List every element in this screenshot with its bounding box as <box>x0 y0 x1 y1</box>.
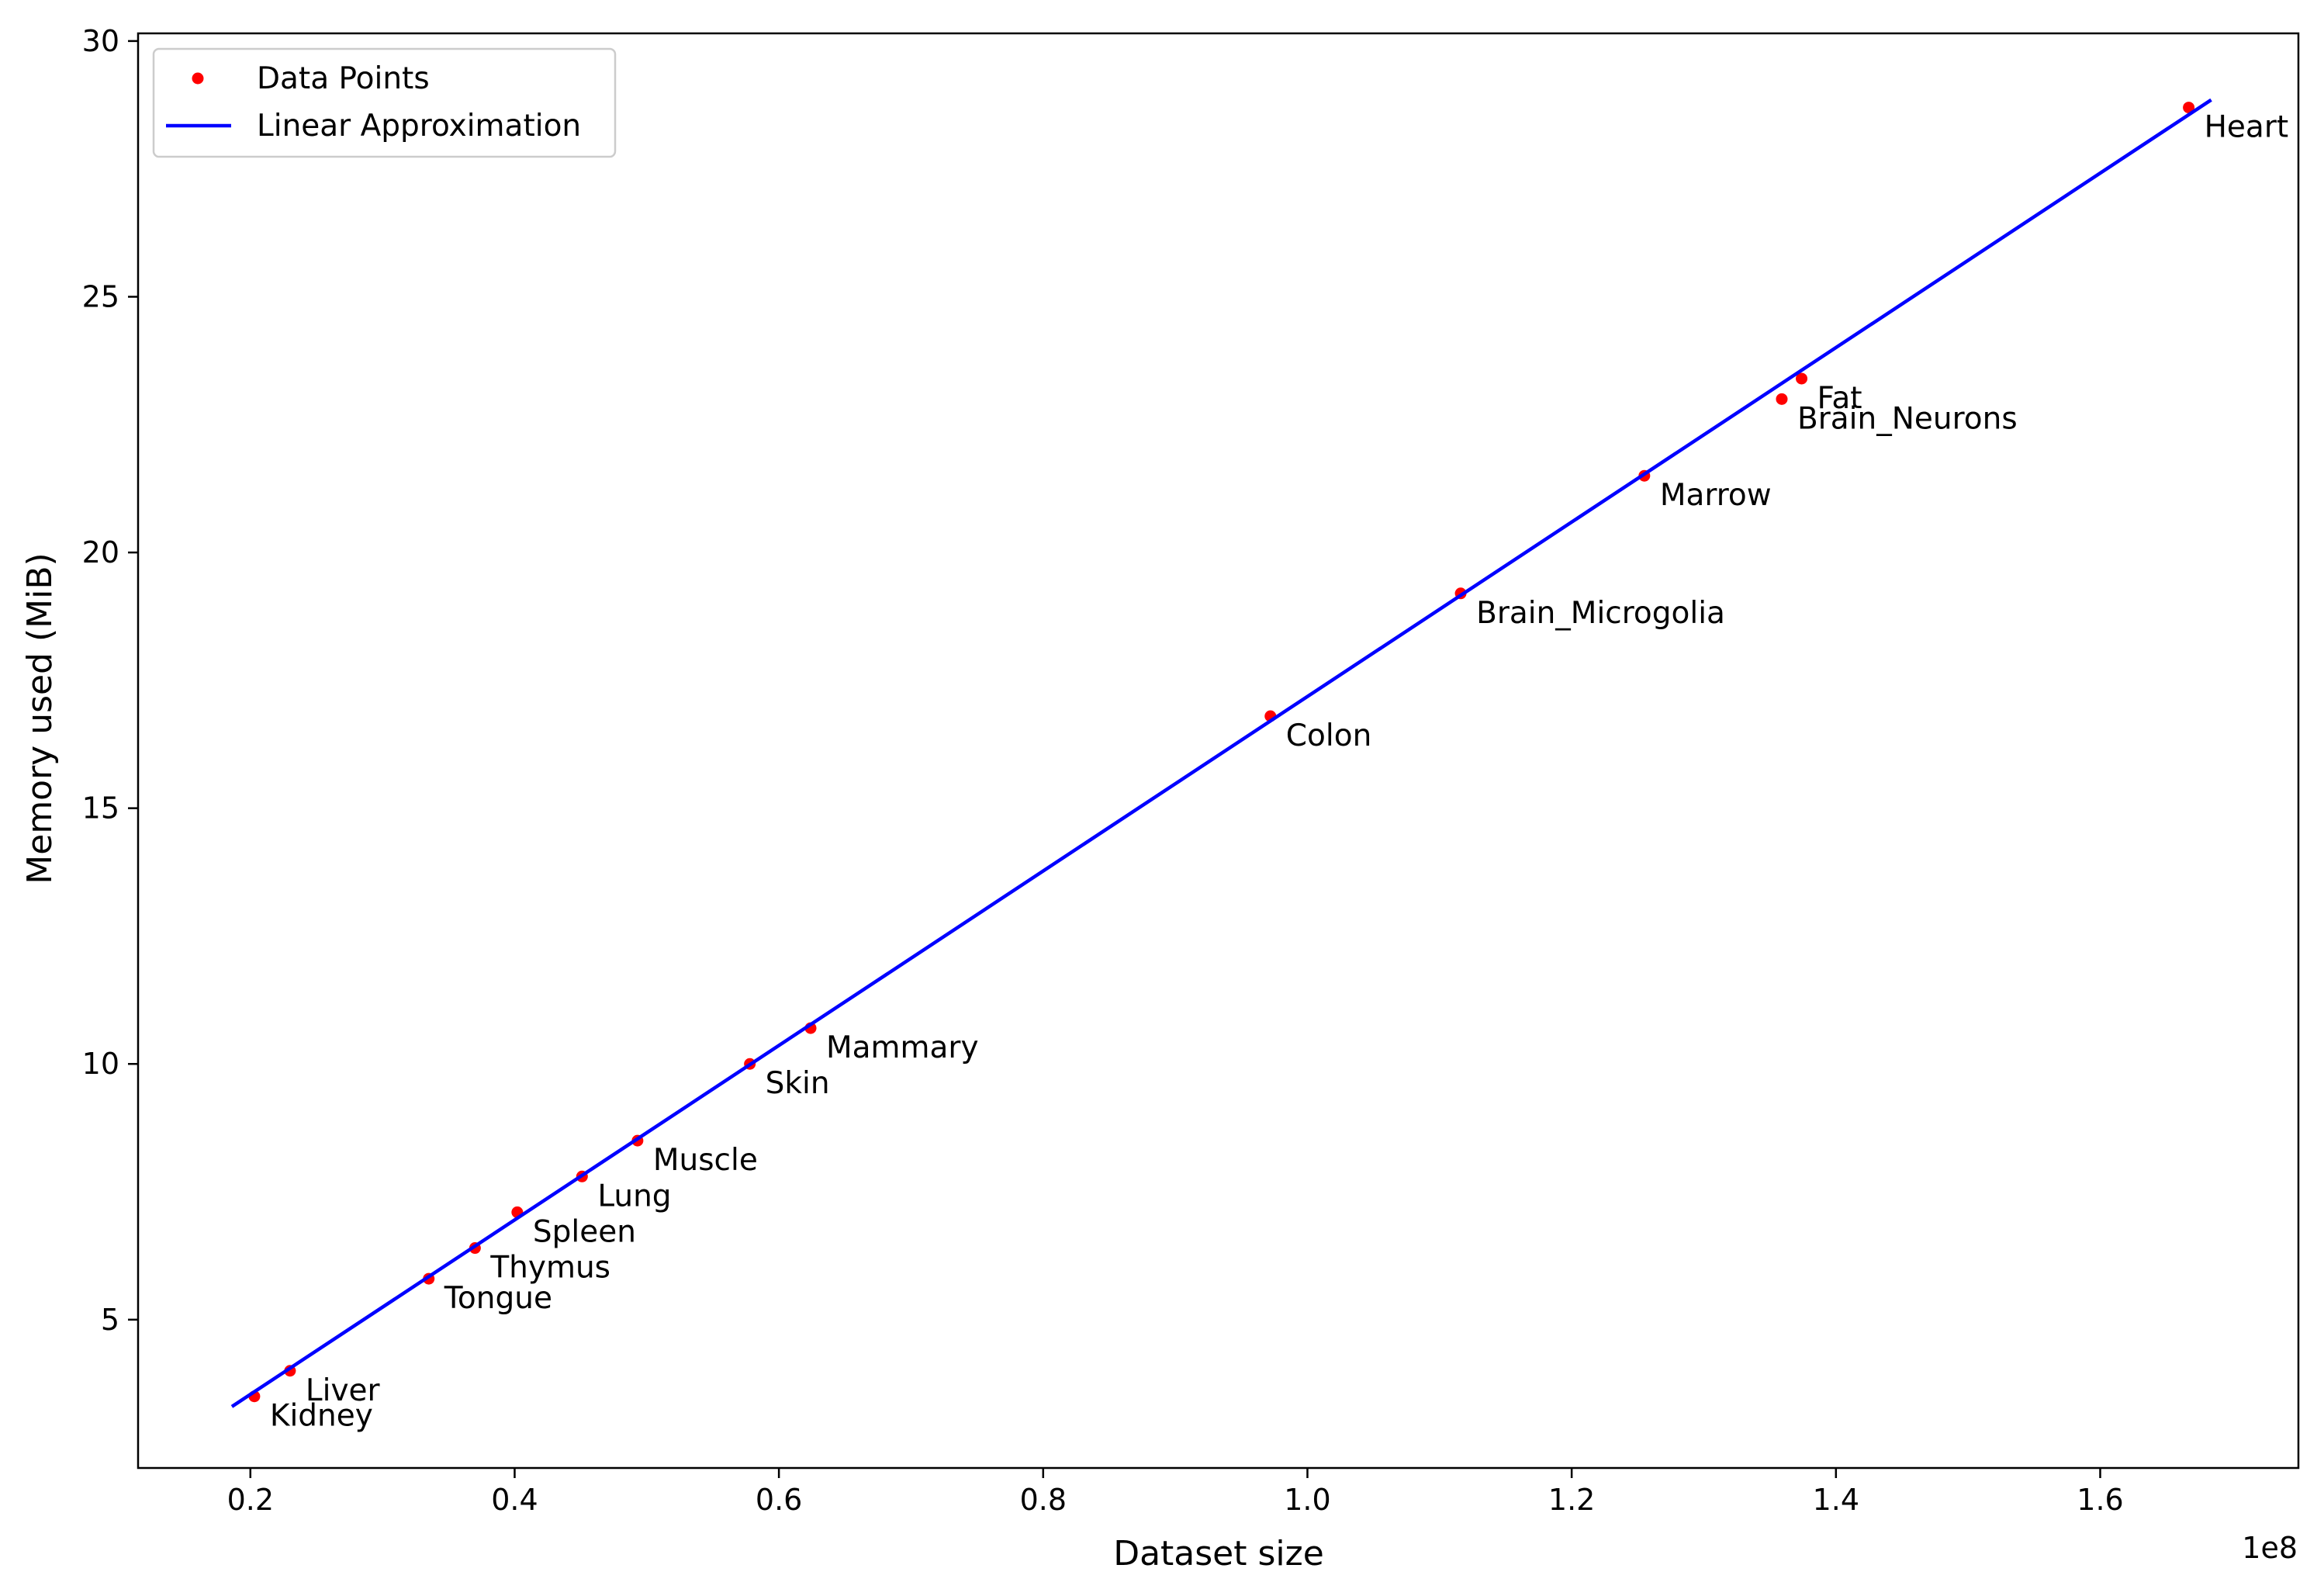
x-axis-title: Dataset size <box>1113 1534 1324 1573</box>
point-label-lung: Lung <box>597 1179 671 1213</box>
x-tick-label: 0.8 <box>1020 1483 1067 1517</box>
point-label-spleen: Spleen <box>533 1214 636 1249</box>
legend: Data Points Linear Approximation <box>152 47 617 158</box>
x-tick-label: 0.2 <box>227 1483 274 1517</box>
data-point-brain-neurons <box>1776 393 1788 405</box>
legend-label-data-points: Data Points <box>257 61 430 96</box>
point-label-mammary: Mammary <box>826 1030 979 1065</box>
linear-approximation-line <box>230 98 2212 1408</box>
point-label-thymus: Thymus <box>489 1251 610 1286</box>
point-label-colon: Colon <box>1286 718 1372 753</box>
y-tick-label: 15 <box>82 791 119 826</box>
y-tick-label: 10 <box>82 1047 119 1081</box>
point-label-heart: Heart <box>2205 110 2289 145</box>
legend-marker-data-points <box>192 72 204 85</box>
x-tick-label: 1.0 <box>1284 1483 1330 1517</box>
y-tick-label: 5 <box>101 1303 119 1337</box>
x-tick-label: 1.4 <box>1813 1483 1859 1517</box>
plot-area: 0.2 0.4 0.6 0.8 1.0 1.2 1.4 1.6 5 10 15 20 25 30 Kidne… <box>82 24 2300 1517</box>
legend-label-linear-approximation: Linear Approximation <box>257 109 581 144</box>
point-label-fat: Fat <box>1817 381 1862 416</box>
y-tick-label: 30 <box>82 24 119 58</box>
x-axis-offset-label: 1e8 <box>2242 1531 2298 1565</box>
x-tick-label: 1.6 <box>2077 1483 2123 1517</box>
y-axis-title: Memory used (MiB) <box>20 552 60 884</box>
x-tick-label: 0.6 <box>756 1483 802 1517</box>
point-label-skin: Skin <box>766 1066 830 1101</box>
point-label-liver: Liver <box>306 1373 381 1408</box>
point-label-brain-microgolia: Brain_Microgolia <box>1476 596 1725 631</box>
x-tick-label: 1.2 <box>1548 1483 1595 1517</box>
point-label-brain-neurons: Brain_Neurons <box>1797 401 2018 436</box>
point-label-marrow: Marrow <box>1660 478 1772 513</box>
data-point-fat <box>1796 372 1808 385</box>
point-label-kidney: Kidney <box>270 1399 373 1434</box>
point-label-muscle: Muscle <box>653 1143 758 1178</box>
point-label-tongue: Tongue <box>444 1281 552 1316</box>
y-tick-label: 20 <box>82 535 119 570</box>
data-point-heart <box>2183 102 2195 114</box>
y-tick-label: 25 <box>82 279 119 313</box>
legend-frame <box>152 47 617 158</box>
axes-frame <box>137 32 2300 1470</box>
x-tick-label: 0.4 <box>491 1483 538 1517</box>
